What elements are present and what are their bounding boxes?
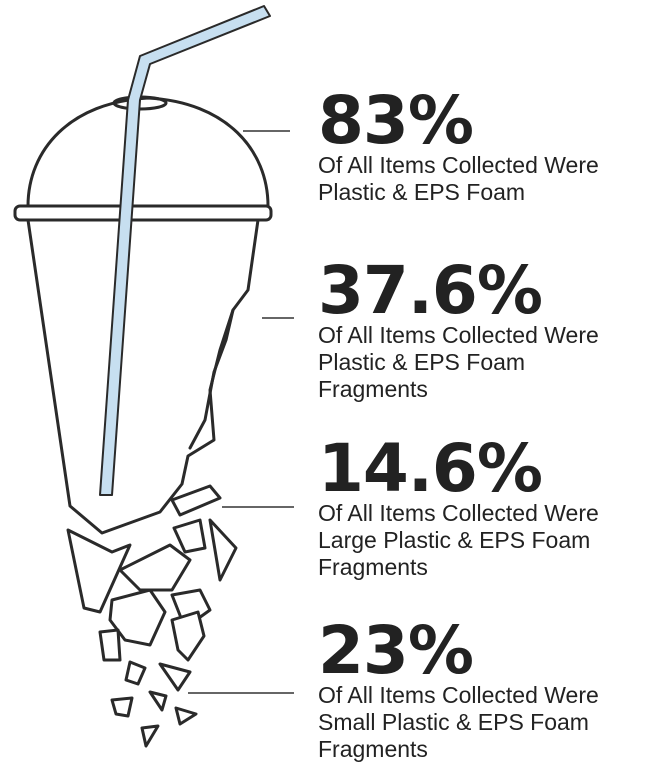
stat-description-line: Large Plastic & EPS Foam xyxy=(318,527,591,553)
stat-description-line: Fragments xyxy=(318,736,428,762)
stat-description-line: Fragments xyxy=(318,376,428,402)
stat-percentage: 37.6% xyxy=(318,252,543,329)
stat-percentage: 23% xyxy=(318,612,474,689)
stat-description-line: Of All Items Collected Were xyxy=(318,682,599,708)
fragment xyxy=(124,660,147,686)
stat-block-83: 83% Of All Items Collected Were Plastic … xyxy=(318,82,648,206)
fragment xyxy=(66,528,132,614)
fragment xyxy=(98,628,122,662)
fragment xyxy=(208,518,238,582)
stat-block-23: 23% Of All Items Collected Were Small Pl… xyxy=(318,612,648,763)
stat-description-line: Plastic & EPS Foam xyxy=(318,349,526,375)
fragment xyxy=(170,484,222,517)
cup-body xyxy=(26,218,260,535)
fragment xyxy=(174,706,198,726)
stat-description-line: Of All Items Collected Were xyxy=(318,152,599,178)
stat-percentage: 14.6% xyxy=(318,430,543,507)
stat-description-line: Of All Items Collected Were xyxy=(318,500,599,526)
fragment xyxy=(108,588,167,647)
stat-description-line: Of All Items Collected Were xyxy=(318,322,599,348)
straw xyxy=(99,5,271,496)
stat-percentage: 83% xyxy=(318,82,474,159)
fragment xyxy=(118,543,192,592)
fragment xyxy=(148,690,168,712)
fragment xyxy=(110,696,134,718)
lid-rim xyxy=(13,204,273,222)
fragment xyxy=(170,610,206,662)
dome-lid xyxy=(26,96,270,208)
stat-description-line: Plastic & EPS Foam xyxy=(318,179,526,205)
fragment xyxy=(140,724,160,748)
stat-description-line: Fragments xyxy=(318,554,428,580)
fragment xyxy=(158,662,192,692)
crack-line xyxy=(188,308,235,450)
stat-block-14-6: 14.6% Of All Items Collected Were Large … xyxy=(318,430,648,581)
stat-block-37-6: 37.6% Of All Items Collected Were Plasti… xyxy=(318,252,648,403)
stat-description-line: Small Plastic & EPS Foam xyxy=(318,709,589,735)
fragment xyxy=(172,518,207,554)
